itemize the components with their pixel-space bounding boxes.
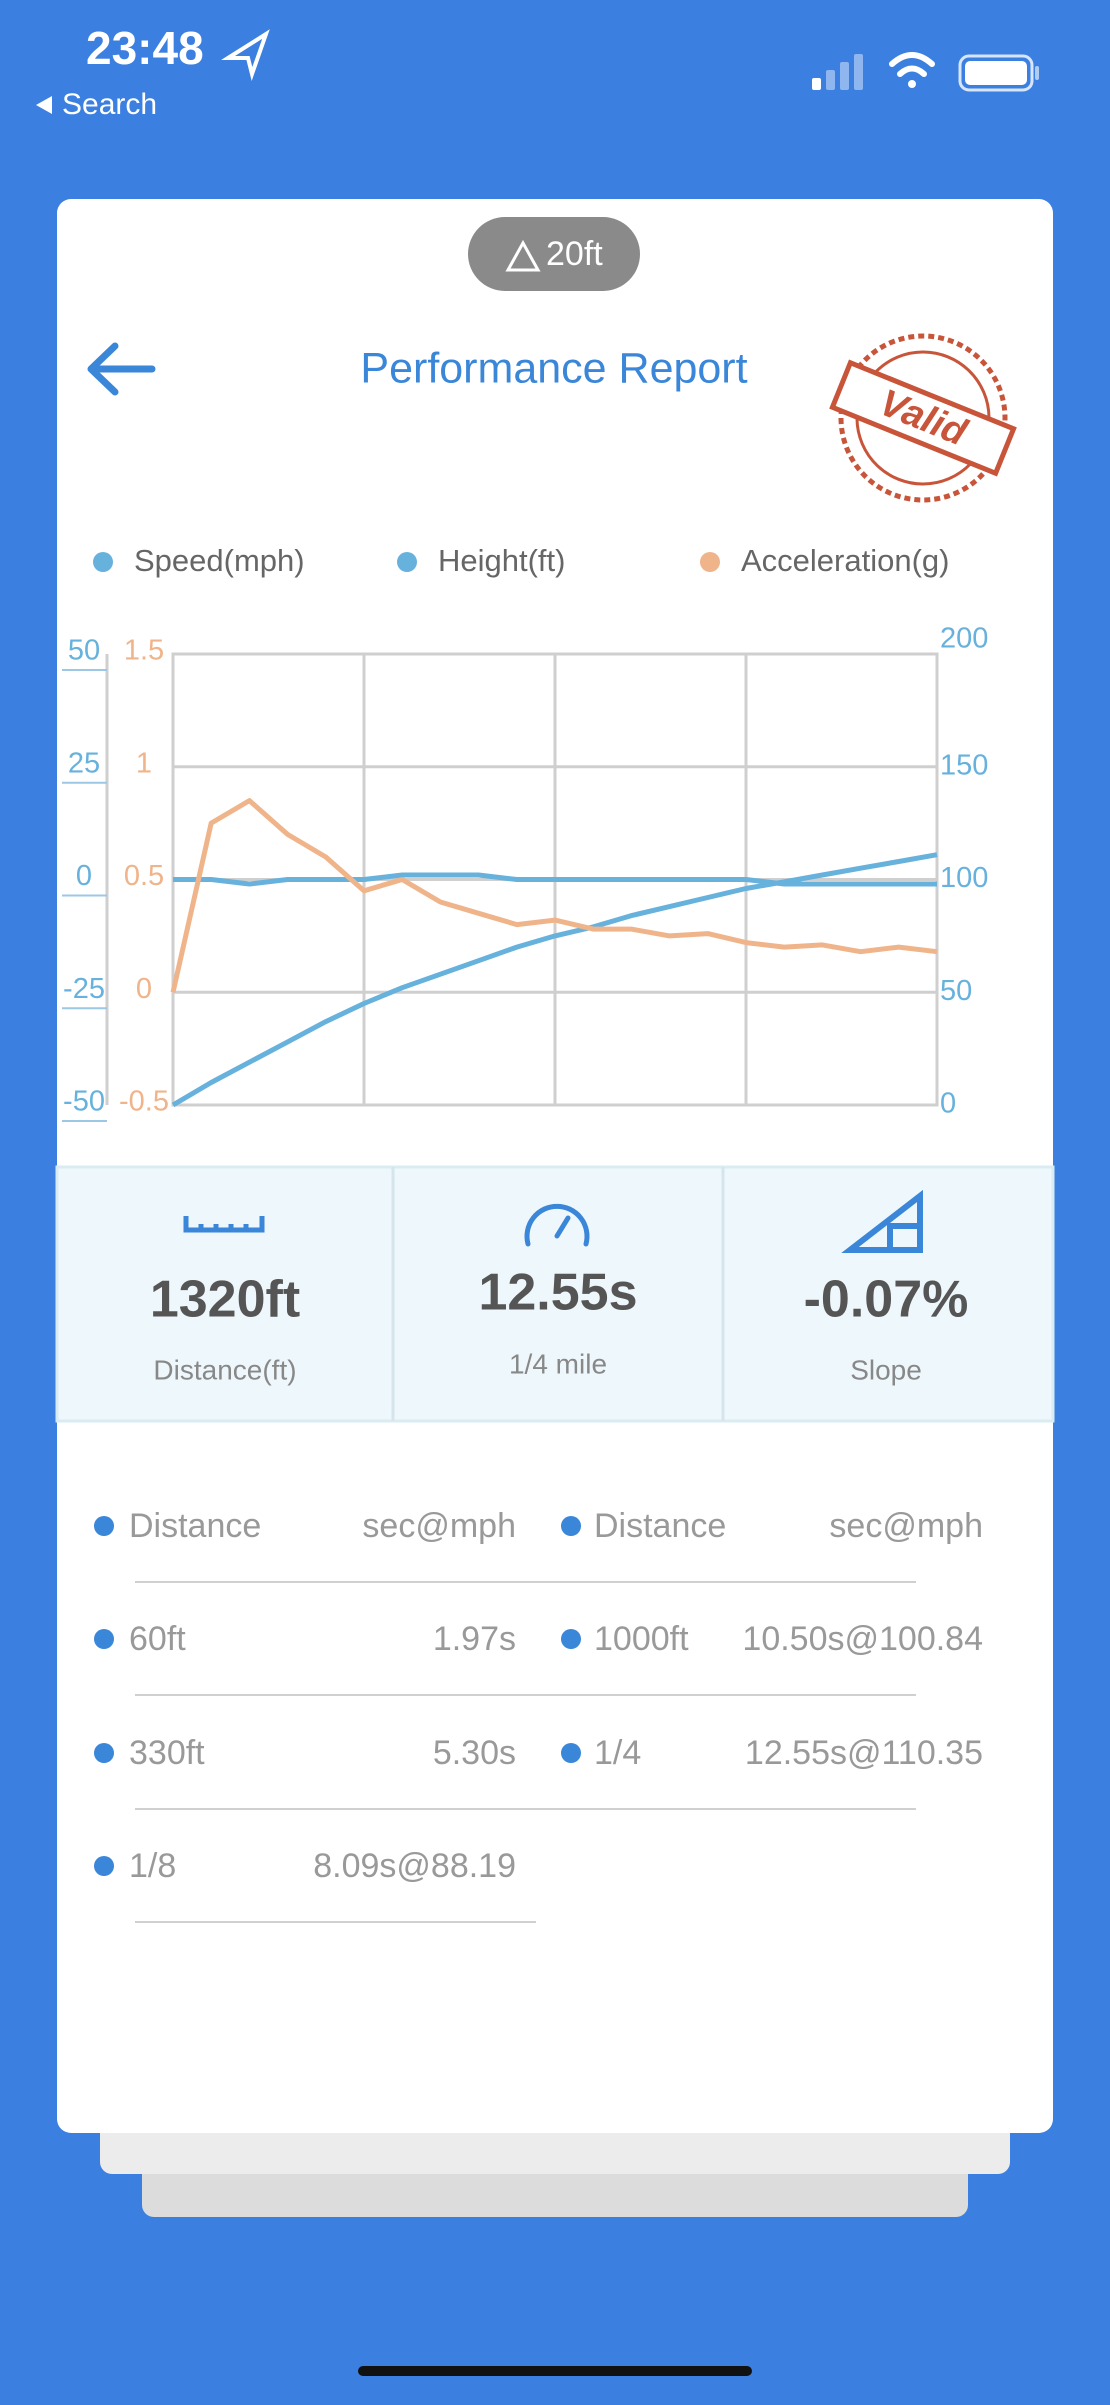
legend-label: Speed(mph) (134, 543, 305, 578)
split-value: 5.30s (433, 1734, 516, 1772)
legend-dot (93, 552, 113, 572)
y3-tick-label: -0.5 (119, 1086, 169, 1118)
y2-tick-label: 150 (940, 749, 988, 781)
split-name: Distance (129, 1507, 261, 1545)
row-dot (94, 1856, 114, 1876)
y2-tick-label: 200 (940, 623, 988, 655)
y-tick-label: -50 (63, 1086, 105, 1118)
stats: 1320ft Distance(ft) 12.55s 1/4 mile -0.07% Sl… (150, 1264, 969, 1386)
y-tick-label: -25 (63, 973, 105, 1005)
y3-tick-label: 1 (136, 747, 152, 779)
wifi-icon (889, 52, 935, 88)
back-triangle (36, 96, 52, 114)
time: 23:48 (86, 22, 204, 74)
stat-value: 12.55s (478, 1264, 637, 1322)
legend-label: Height(ft) (438, 543, 565, 578)
y2-tick-label: 0 (940, 1088, 956, 1120)
signal-icon (812, 54, 863, 90)
series-line (170, 798, 938, 993)
slope-icon (841, 1189, 923, 1253)
stat-value: -0.07% (804, 1271, 969, 1329)
back-arrow[interactable] (87, 342, 156, 396)
mountain-icon (505, 239, 541, 272)
y-tick-label: 50 (68, 635, 100, 667)
ruler-icon (183, 1216, 265, 1233)
battery-icon (958, 54, 1039, 92)
split-value: sec@mph (829, 1507, 983, 1545)
split-name: Distance (594, 1507, 726, 1545)
gauge-icon (524, 1203, 590, 1247)
split-value: 12.55s@110.35 (745, 1734, 983, 1772)
split-value: 10.50s@100.84 (742, 1620, 983, 1658)
y3-tick-label: 0.5 (124, 860, 164, 892)
split-name: 60ft (129, 1620, 186, 1658)
y-tick-label: 25 (68, 747, 100, 779)
stat-label: Slope (850, 1354, 922, 1385)
y2-tick-label: 50 (940, 975, 972, 1007)
y3-tick-label: 1.5 (124, 635, 164, 667)
split-name: 1000ft (594, 1620, 689, 1658)
stat-label: Distance(ft) (153, 1354, 296, 1385)
row-dot (561, 1629, 581, 1649)
stat-value: 1320ft (150, 1271, 300, 1329)
badge-text: 20ft (546, 235, 603, 273)
title: Performance Report (360, 344, 747, 392)
legend-dot (700, 552, 720, 572)
split-value: 1.97s (433, 1620, 516, 1658)
split-name: 1/4 (594, 1734, 641, 1772)
split-value: 8.09s@88.19 (313, 1847, 516, 1885)
split-name: 330ft (129, 1734, 205, 1772)
row-dot (561, 1516, 581, 1536)
row-dot (561, 1743, 581, 1763)
badge (468, 217, 640, 291)
row-dot (94, 1629, 114, 1649)
y2-tick-label: 100 (940, 862, 988, 894)
chart: Speed(mph) Height(ft) Acceleration(g) -50 -2… (62, 543, 988, 1122)
row-dot (94, 1743, 114, 1763)
y-tick-label: 0 (76, 860, 92, 892)
home-indicator (358, 2366, 752, 2376)
legend-dot (397, 552, 417, 572)
split-name: 1/8 (129, 1847, 176, 1885)
back-link[interactable]: Search (62, 88, 157, 121)
legend-label: Acceleration(g) (741, 543, 949, 578)
series-line (171, 852, 938, 1108)
row-dot (94, 1516, 114, 1536)
splits-table: Distance sec@mph 60ft 1.97s 330ft 5.30s 1/8 8.0… (94, 1507, 983, 1923)
series-line (173, 872, 937, 887)
split-value: sec@mph (362, 1507, 516, 1545)
stat-label: 1/4 mile (509, 1348, 607, 1379)
location-icon (221, 29, 270, 81)
y3-tick-label: 0 (136, 973, 152, 1005)
stats-panel (55, 1165, 1055, 1423)
